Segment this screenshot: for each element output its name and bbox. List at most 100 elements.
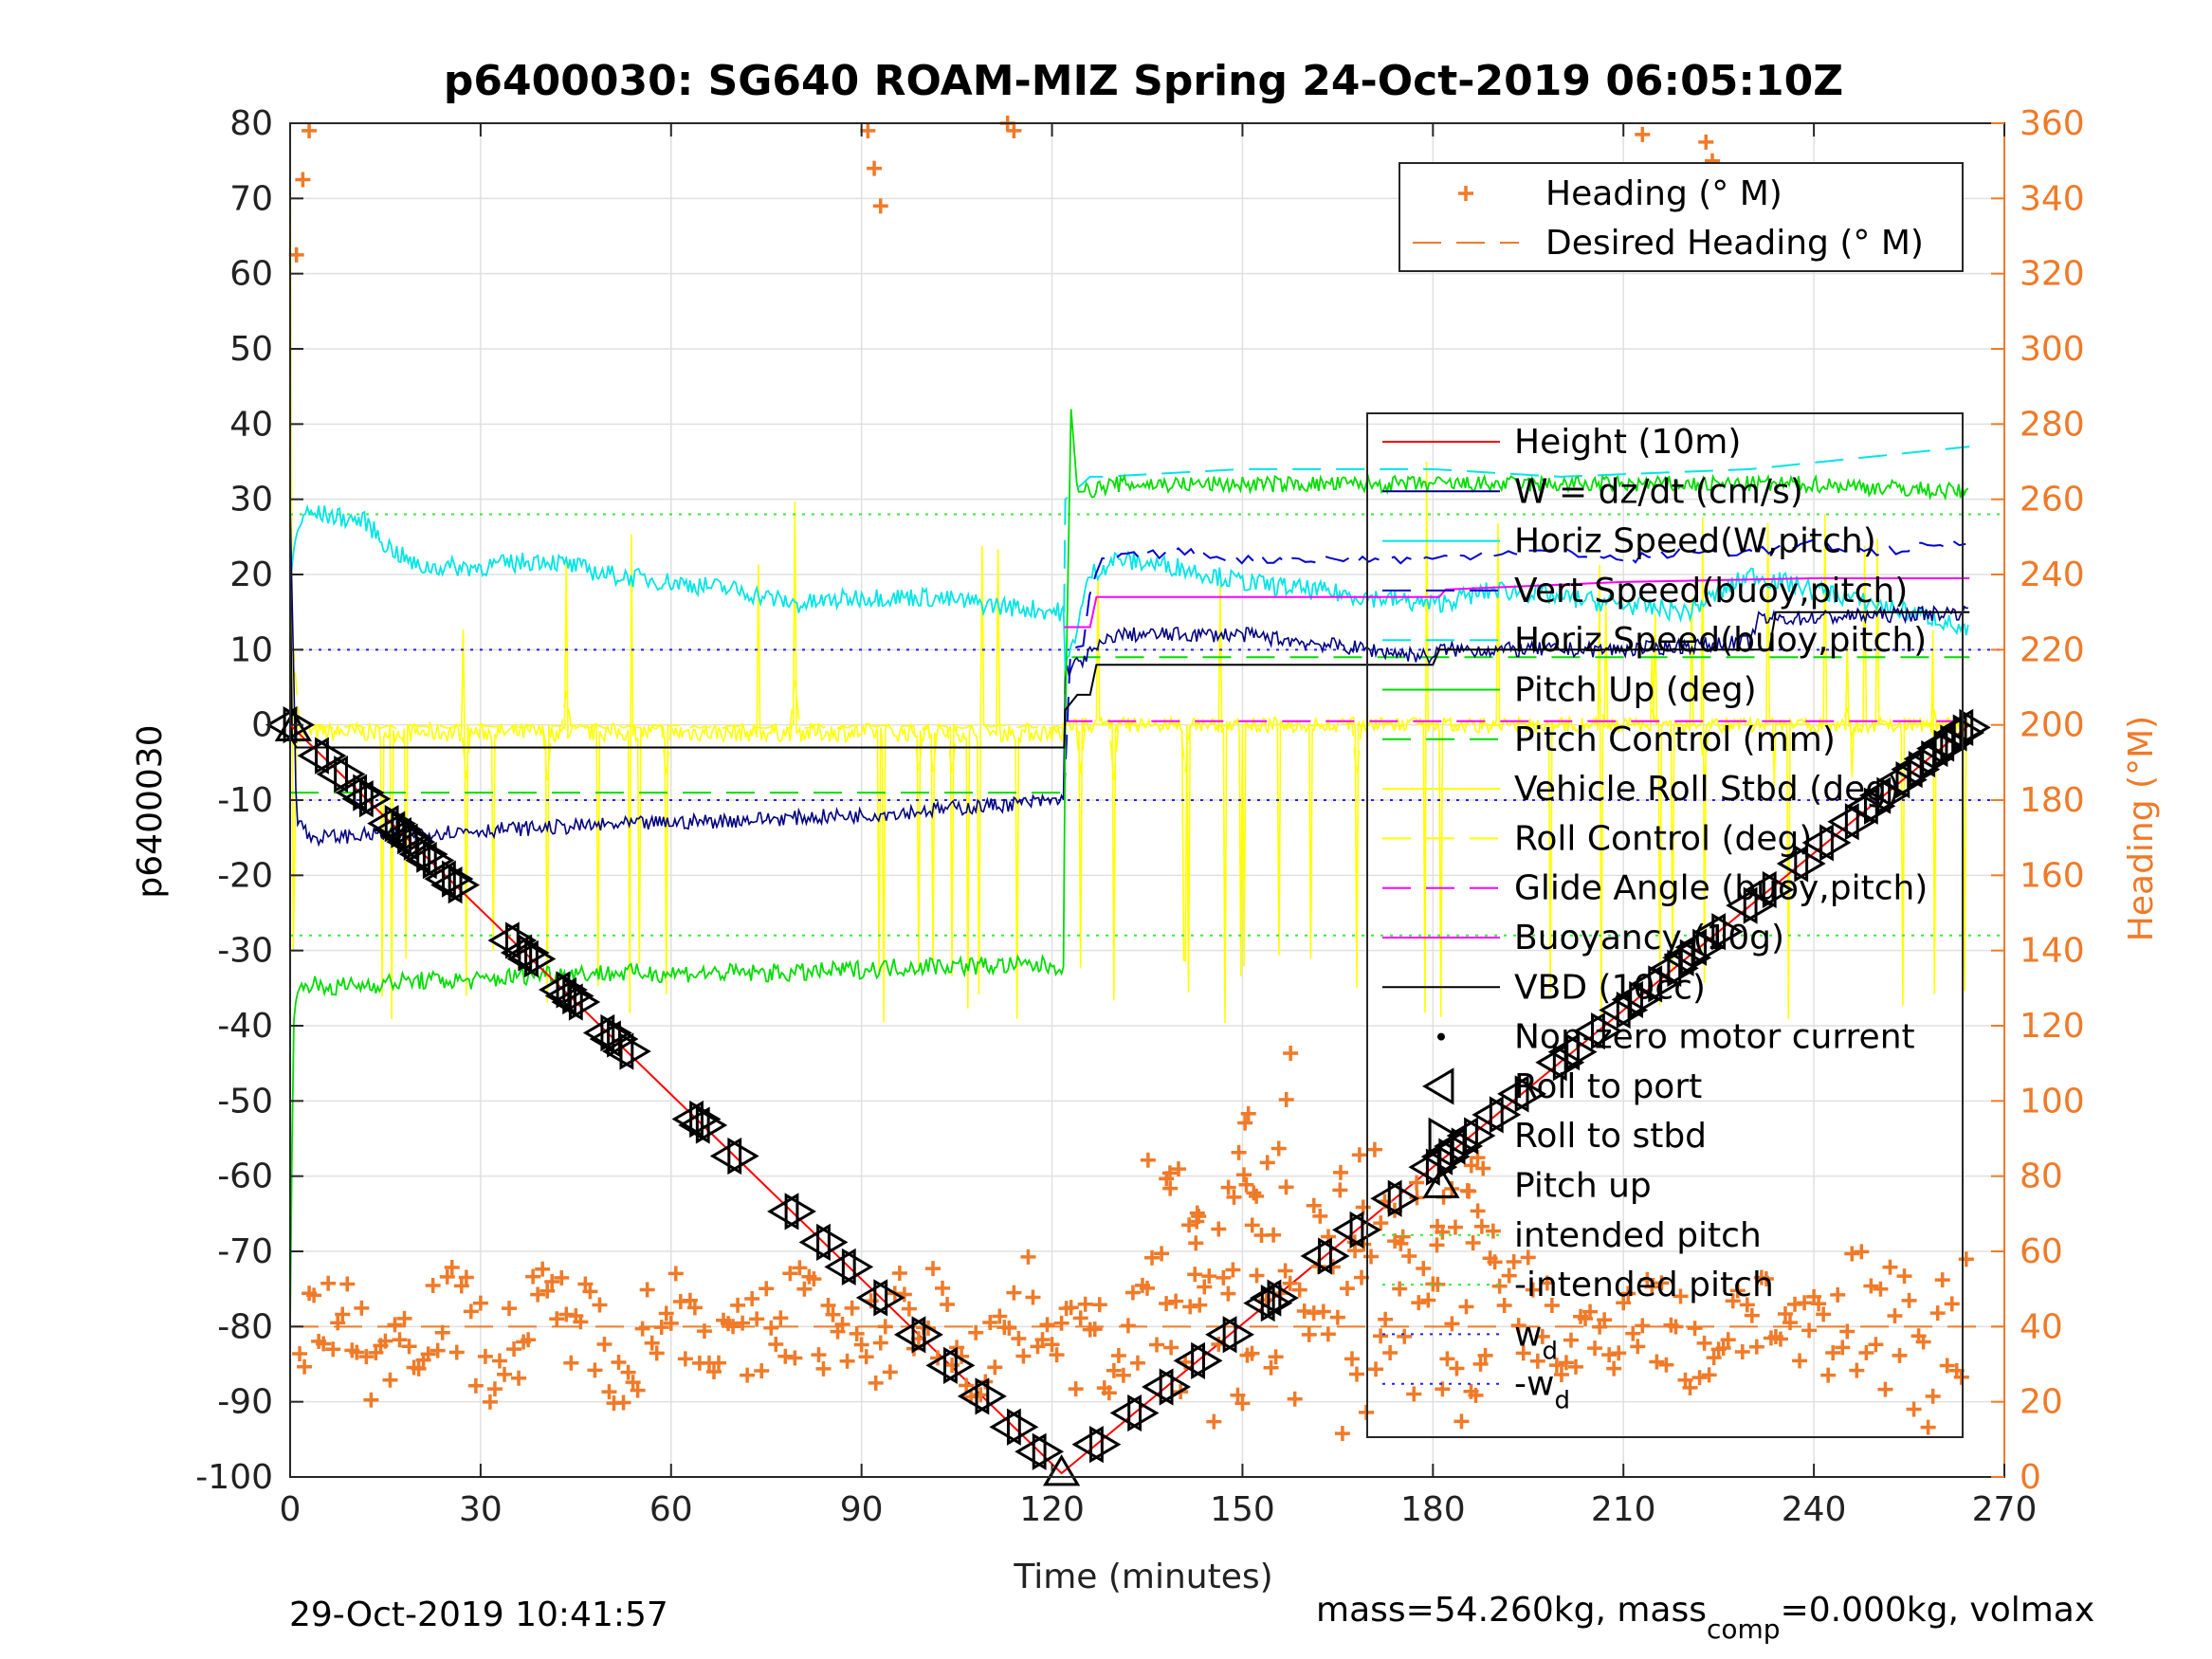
heading-point	[1920, 1419, 1936, 1435]
heading-point	[959, 1377, 975, 1394]
x-tick-label: 150	[1210, 1490, 1275, 1529]
horiz-speed-buoy-line	[1063, 446, 1970, 612]
roll-to-port-marker	[798, 1223, 831, 1262]
roll-to-stbd-marker	[873, 1279, 905, 1317]
heading-point	[820, 1297, 836, 1313]
heading-point	[1159, 1171, 1175, 1187]
heading-point	[1461, 1183, 1477, 1199]
heading-point	[458, 1269, 474, 1285]
y-tick-label: 10	[229, 630, 273, 669]
heading-point	[1892, 1347, 1908, 1363]
heading-point	[860, 122, 876, 138]
heading-point	[630, 1382, 646, 1398]
roll-to-port-marker	[1941, 708, 1974, 747]
heading-point	[1182, 1299, 1198, 1315]
roll-to-stbd-marker	[1089, 1426, 1122, 1464]
heading-point	[759, 1281, 775, 1297]
heading-point	[1687, 1321, 1703, 1337]
heading-point	[1192, 1297, 1208, 1313]
roll-to-port-marker	[1858, 776, 1892, 814]
heading-point	[1406, 1386, 1422, 1402]
heading-point	[658, 1305, 674, 1322]
heading-point	[782, 1266, 798, 1282]
roll-to-stbd-marker	[1267, 1279, 1299, 1317]
heading-point	[1429, 1237, 1445, 1253]
y2-tick-label: 180	[2020, 781, 2085, 820]
y2-tick-label: 220	[2020, 630, 2085, 669]
heading-point	[877, 1319, 893, 1335]
legend-label-text: Vert Speed(buoy,pitch)	[1514, 572, 1908, 611]
heading-point	[1106, 1362, 1122, 1378]
heading-point	[1416, 1261, 1432, 1277]
roll-to-port-marker	[767, 1193, 799, 1231]
heading-point	[587, 1362, 603, 1378]
heading-point	[992, 1308, 1008, 1324]
x-tick-label: 90	[840, 1490, 884, 1529]
roll-to-port-marker	[379, 816, 411, 855]
heading-point	[611, 1354, 627, 1370]
roll-to-port-marker	[316, 756, 348, 793]
legend-swatch	[1422, 1067, 1454, 1105]
heading-point	[1558, 1355, 1574, 1371]
heading-point	[1368, 1361, 1384, 1377]
heading-point	[320, 1275, 337, 1291]
roll-to-port-marker	[487, 921, 520, 959]
roll-to-stbd-marker	[1591, 1012, 1623, 1050]
roll-to-port-marker	[893, 1316, 926, 1354]
heading-point	[677, 1351, 693, 1367]
roll-to-port-marker	[335, 774, 368, 811]
roll-to-port-marker	[601, 1032, 634, 1070]
legend-label-text: Horiz Speed(buoy,pitch)	[1514, 621, 1927, 660]
heading-point	[1320, 1326, 1336, 1342]
heading-point	[1625, 1325, 1641, 1341]
heading-point	[1468, 1387, 1484, 1403]
heading-point	[1682, 1379, 1698, 1395]
y-tick-label: 0	[251, 706, 273, 745]
heading-point	[1278, 1179, 1294, 1195]
heading-point	[425, 1277, 441, 1293]
heading-point	[1649, 1354, 1665, 1370]
heading-point	[1635, 126, 1651, 142]
legend-label-text: Horiz Speed(W,pitch)	[1514, 522, 1876, 561]
roll-to-stbd-marker	[1489, 1096, 1522, 1134]
heading-point	[1063, 1300, 1079, 1316]
heading-point	[1597, 1312, 1613, 1328]
roll-to-port-marker	[1547, 1033, 1581, 1071]
heading-point	[1220, 1179, 1236, 1195]
roll-to-stbd-marker	[943, 1346, 976, 1384]
heading-point	[1444, 1316, 1460, 1332]
heading-point	[1758, 1270, 1774, 1286]
roll-to-port-marker	[1662, 939, 1694, 976]
heading-point	[1411, 1295, 1427, 1311]
legend-main-entry: Pitch Control (mm)	[1382, 720, 1836, 759]
heading-point	[644, 1335, 660, 1351]
roll-to-stbd-marker	[1349, 1211, 1381, 1249]
heading-point	[1363, 1249, 1380, 1265]
heading-point	[987, 1359, 1003, 1376]
roll-to-stbd-marker	[1819, 824, 1852, 862]
legend-label-text: Pitch up	[1514, 1167, 1652, 1206]
legend-label-text: Heading (° M)	[1545, 174, 1782, 213]
heading-point	[335, 1306, 351, 1322]
legend-label: intended pitch	[1514, 1216, 1762, 1255]
heading-point	[1329, 1309, 1345, 1325]
heading-point	[1515, 1345, 1531, 1361]
heading-point	[1277, 1263, 1293, 1279]
heading-point	[382, 1372, 398, 1388]
x-tick-label: 0	[280, 1490, 302, 1529]
footer-mass-text: mass=54.260kg, mass	[1316, 1591, 1707, 1630]
roll-to-stbd-marker	[1032, 1432, 1065, 1470]
heading-point	[295, 172, 311, 188]
roll-to-port-marker	[1535, 1044, 1567, 1082]
heading-point	[1044, 1337, 1060, 1353]
heading-point	[554, 1269, 570, 1285]
heading-point	[1278, 1091, 1294, 1107]
heading-point	[815, 1360, 832, 1376]
roll-to-port-marker	[1573, 1012, 1605, 1050]
heading-point	[1635, 1318, 1651, 1334]
legend-main-entry: Roll to port	[1422, 1067, 1702, 1106]
heading-point	[1553, 1367, 1569, 1383]
heading-point	[1101, 1385, 1117, 1401]
heading-point	[1777, 1305, 1793, 1322]
legend-label: Vert Speed(buoy,pitch)	[1514, 572, 1908, 611]
